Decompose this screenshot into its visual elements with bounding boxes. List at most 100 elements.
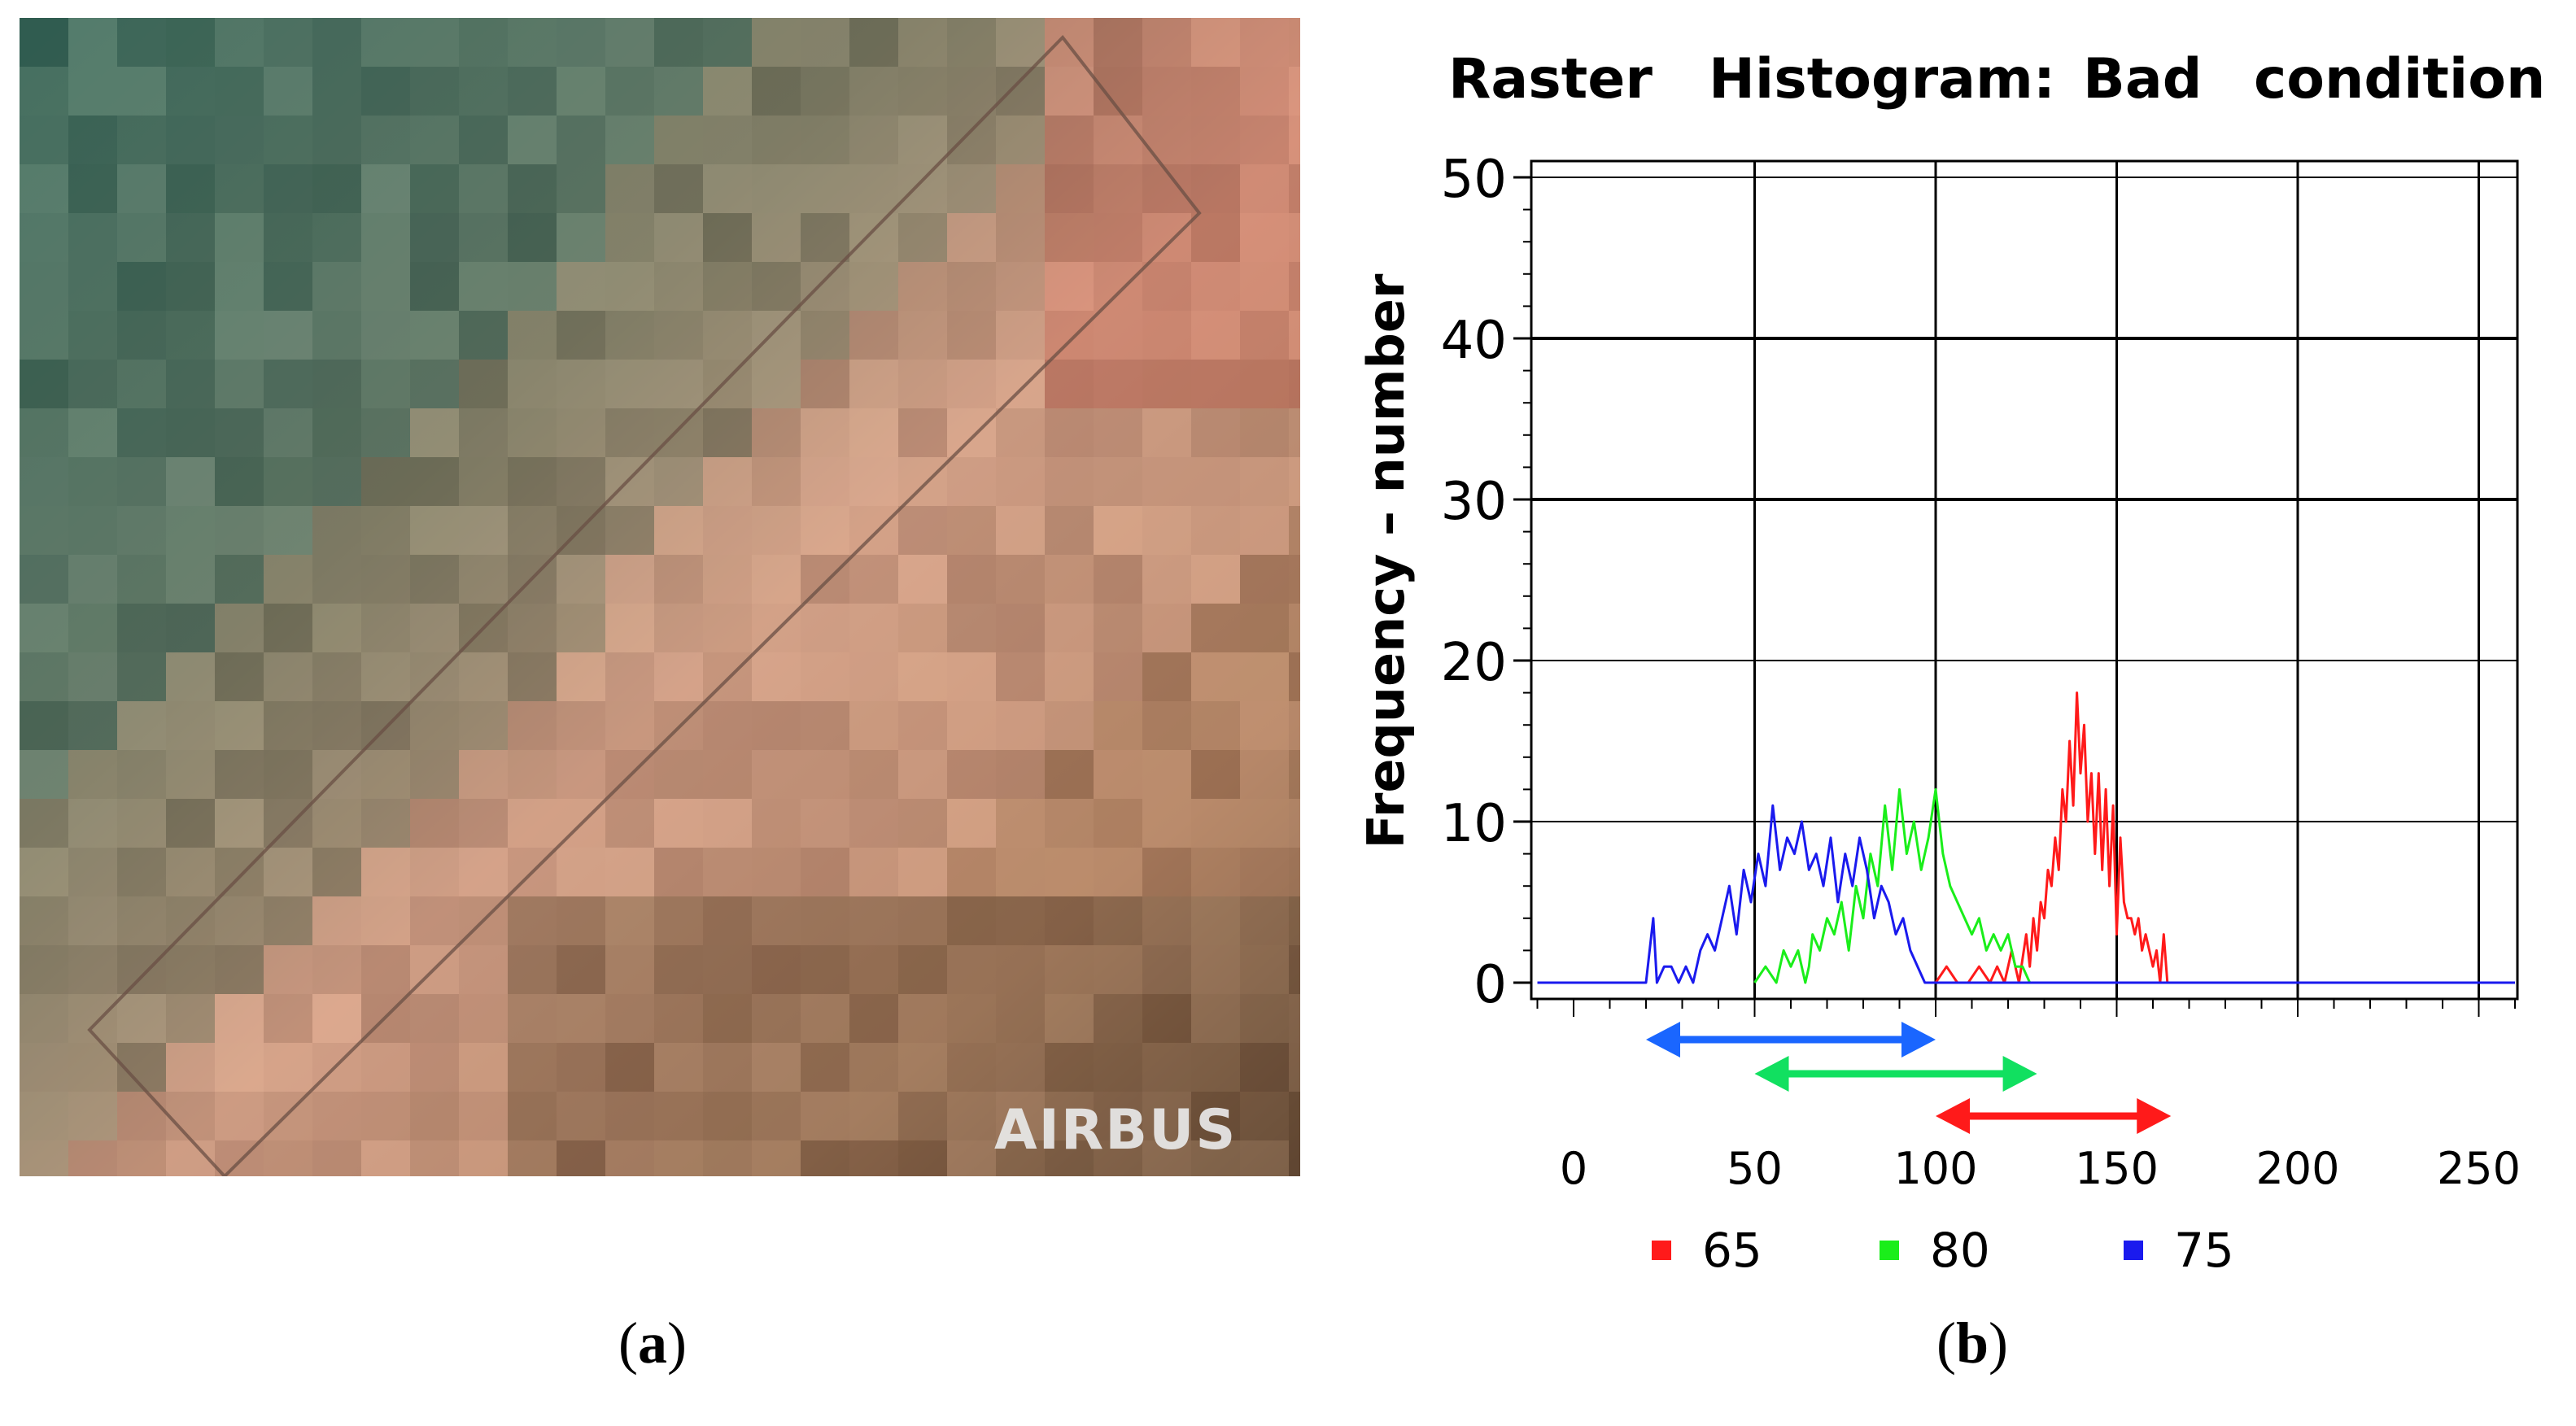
- image-pixel: [68, 408, 117, 457]
- image-pixel: [996, 262, 1045, 311]
- image-pixel: [312, 116, 361, 164]
- image-pixel: [898, 506, 947, 555]
- image-pixel: [264, 1043, 312, 1092]
- image-pixel: [1191, 506, 1240, 555]
- image-pixel: [215, 506, 264, 555]
- y-tick-label: 40: [1441, 311, 1507, 371]
- image-pixel: [166, 213, 215, 262]
- image-pixel: [166, 848, 215, 896]
- image-pixel: [508, 1092, 557, 1140]
- image-pixel: [361, 164, 410, 213]
- image-pixel: [68, 457, 117, 506]
- image-pixel: [1094, 994, 1142, 1043]
- legend-label-80: 80: [1930, 1223, 1990, 1278]
- image-pixel: [264, 116, 312, 164]
- image-pixel: [1240, 116, 1289, 164]
- image-pixel: [1240, 1043, 1289, 1092]
- image-pixel: [166, 799, 215, 848]
- image-pixel: [752, 994, 801, 1043]
- image-pixel: [1142, 262, 1191, 311]
- image-pixel: [361, 555, 410, 604]
- image-pixel: [801, 604, 849, 652]
- image-pixel: [996, 994, 1045, 1043]
- y-tick-label: 30: [1441, 472, 1507, 532]
- image-pixel: [557, 555, 605, 604]
- image-pixel: [898, 116, 947, 164]
- image-pixel: [557, 164, 605, 213]
- image-pixel: [312, 945, 361, 994]
- image-pixel: [508, 1043, 557, 1092]
- image-pixel: [166, 750, 215, 799]
- image-pixel: [20, 1092, 68, 1140]
- image-pixel: [312, 994, 361, 1043]
- image-pixel: [215, 457, 264, 506]
- image-pixel: [1094, 1043, 1142, 1092]
- image-pixel: [20, 701, 68, 750]
- image-pixel: [1094, 848, 1142, 896]
- image-pixel: [1191, 18, 1240, 67]
- image-pixel: [215, 164, 264, 213]
- image-pixel: [1289, 604, 1300, 652]
- image-pixel: [557, 1043, 605, 1092]
- image-pixel: [117, 799, 166, 848]
- image-pixel: [752, 945, 801, 994]
- image-pixel: [117, 945, 166, 994]
- image-pixel: [410, 1092, 459, 1140]
- image-pixel: [166, 604, 215, 652]
- image-pixel: [1094, 360, 1142, 408]
- image-pixel: [20, 799, 68, 848]
- image-pixel: [215, 360, 264, 408]
- image-pixel: [1289, 311, 1300, 360]
- image-pixel: [68, 848, 117, 896]
- image-pixel: [703, 67, 752, 116]
- image-pixel: [605, 799, 654, 848]
- image-pixel: [68, 701, 117, 750]
- image-pixel: [1094, 262, 1142, 311]
- image-pixel: [361, 604, 410, 652]
- image-pixel: [1045, 116, 1094, 164]
- image-pixel: [557, 652, 605, 701]
- image-pixel: [947, 116, 996, 164]
- image-pixel: [898, 750, 947, 799]
- image-pixel: [166, 555, 215, 604]
- image-pixel: [752, 213, 801, 262]
- image-pixel: [312, 213, 361, 262]
- image-pixel: [654, 994, 703, 1043]
- image-pixel: [1191, 750, 1240, 799]
- image-pixel: [410, 262, 459, 311]
- image-pixel: [1142, 945, 1191, 994]
- image-pixel: [1191, 213, 1240, 262]
- image-pixel: [947, 1140, 996, 1176]
- image-pixel: [1191, 701, 1240, 750]
- image-pixel: [1142, 506, 1191, 555]
- image-pixel: [1142, 799, 1191, 848]
- image-pixel: [849, 360, 898, 408]
- image-pixel: [1240, 750, 1289, 799]
- image-pixel: [508, 604, 557, 652]
- image-pixel: [557, 896, 605, 945]
- image-pixel: [1094, 652, 1142, 701]
- image-pixel: [996, 67, 1045, 116]
- image-pixel: [1240, 799, 1289, 848]
- image-pixel: [508, 799, 557, 848]
- histogram-chart: Raster Histogram: Bad condition Frequenc…: [1356, 47, 2545, 1278]
- image-pixel: [1045, 213, 1094, 262]
- image-pixel: [801, 262, 849, 311]
- image-pixel: [654, 457, 703, 506]
- image-pixel: [1045, 311, 1094, 360]
- image-pixel: [1191, 848, 1240, 896]
- image-pixel: [361, 67, 410, 116]
- image-pixel: [459, 701, 508, 750]
- image-pixel: [1240, 164, 1289, 213]
- image-pixel: [1094, 604, 1142, 652]
- title-word-3: Bad: [2083, 47, 2202, 111]
- image-pixel: [1142, 213, 1191, 262]
- image-pixel: [215, 213, 264, 262]
- x-tick-label: 50: [1727, 1143, 1783, 1194]
- image-pixel: [1045, 848, 1094, 896]
- image-pixel: [1191, 262, 1240, 311]
- image-pixel: [996, 701, 1045, 750]
- image-pixel: [1240, 18, 1289, 67]
- image-pixel: [312, 164, 361, 213]
- image-pixel: [312, 457, 361, 506]
